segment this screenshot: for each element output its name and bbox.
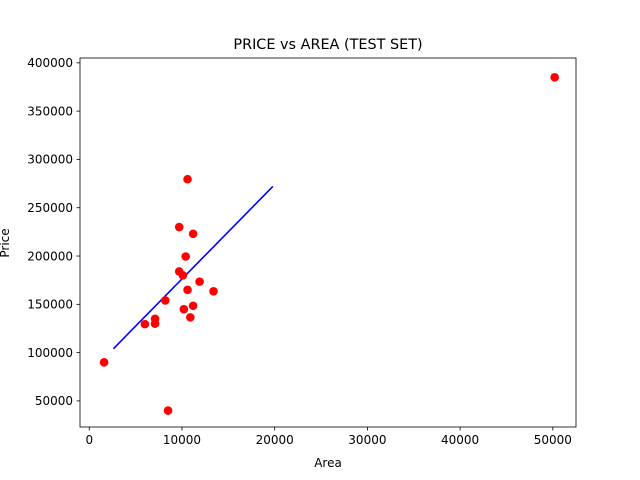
y-tick-label: 100000 (27, 346, 73, 360)
x-axis-label: Area (314, 456, 342, 470)
scatter-point (178, 271, 188, 280)
x-tick-label: 30000 (348, 433, 386, 447)
scatter-point (99, 357, 109, 367)
scatter-point (188, 229, 198, 239)
y-tick-label: 250000 (27, 201, 73, 215)
x-tick-label: 50000 (534, 433, 572, 447)
scatter-point (160, 296, 170, 305)
x-tick-label: 40000 (441, 433, 479, 447)
y-tick-label: 150000 (27, 298, 73, 312)
scatter-point (163, 406, 173, 415)
scatter-point (209, 286, 218, 296)
scatter-point (140, 319, 150, 329)
x-tick-label: 0 (85, 433, 93, 447)
scatter-point (188, 301, 198, 311)
plot-area (80, 58, 576, 427)
x-tick-label: 10000 (163, 433, 201, 447)
scatter-point (550, 73, 559, 82)
plot-frame (79, 57, 577, 428)
scatter-point (179, 304, 189, 314)
y-tick-label: 400000 (27, 56, 73, 70)
scatter-point (181, 252, 190, 261)
y-tick-label: 350000 (27, 104, 73, 118)
y-tick-label: 300000 (27, 153, 73, 167)
y-tick-label: 200000 (27, 249, 73, 263)
regression-line (112, 185, 274, 350)
y-tick-label: 50000 (35, 394, 73, 408)
scatter-point (195, 277, 204, 286)
y-axis: 50000 100000 150000 200000 250000 300000 35000… (27, 56, 80, 408)
scatter-point (174, 222, 184, 232)
scatter-point (183, 285, 192, 295)
x-tick-label: 20000 (256, 433, 294, 447)
data-layer (99, 73, 559, 415)
scatter-point (183, 174, 192, 184)
scatter-point (186, 313, 195, 322)
scatter-point (150, 319, 160, 328)
y-axis-label: Price (0, 228, 12, 257)
chart-title: PRICE vs AREA (TEST SET) (233, 37, 422, 53)
x-axis: 0 10000 20000 30000 40000 50000 (85, 427, 572, 447)
